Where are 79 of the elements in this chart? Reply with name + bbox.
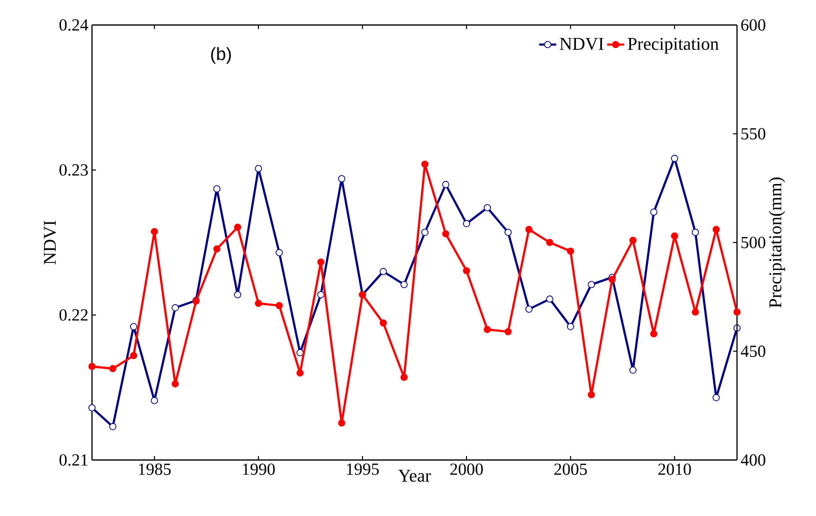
x-axis-title: Year <box>398 470 431 482</box>
point <box>629 236 637 244</box>
point <box>525 306 533 313</box>
point <box>671 232 678 240</box>
point <box>588 391 595 398</box>
point <box>213 245 220 253</box>
point <box>150 228 158 236</box>
point <box>608 276 616 284</box>
point <box>462 220 470 228</box>
point <box>109 365 116 372</box>
point <box>380 319 387 327</box>
y2-tick-label: 400 <box>740 454 766 466</box>
y2-tick-label: 500 <box>742 236 766 248</box>
y-tick-label: 0.24 <box>59 19 88 31</box>
point <box>296 349 304 356</box>
point <box>692 308 699 316</box>
point <box>546 238 554 246</box>
point <box>671 154 678 162</box>
y-tick-label: 0.23 <box>59 164 88 176</box>
point <box>566 248 574 255</box>
point <box>317 291 324 298</box>
point <box>400 374 408 381</box>
point <box>172 304 179 312</box>
point <box>484 204 491 212</box>
point <box>172 380 179 388</box>
point <box>317 258 324 266</box>
point <box>712 394 720 402</box>
point <box>234 291 242 298</box>
annotation: (b) <box>211 47 231 64</box>
point <box>234 224 242 231</box>
point <box>213 185 220 192</box>
point <box>712 226 720 234</box>
legend-label: Precipitation <box>628 38 719 54</box>
point <box>442 230 450 238</box>
point <box>692 228 699 236</box>
y-axis-title: NDVI <box>44 220 56 264</box>
x-tick-label: 2000 <box>450 464 483 475</box>
y2-axis-title: Precipitation(mm) <box>768 178 786 308</box>
x-tick-label: 1995 <box>347 464 379 475</box>
y-tick-label: 0.22 <box>59 309 88 321</box>
point <box>296 369 304 377</box>
point <box>462 267 470 274</box>
point <box>442 180 450 188</box>
point <box>525 226 533 234</box>
x-tick-label: 2005 <box>554 464 587 475</box>
point <box>400 280 408 288</box>
point <box>484 326 491 334</box>
point <box>88 404 96 412</box>
legend-label: NDVI <box>560 38 604 50</box>
y2-tick-label: 600 <box>741 19 766 31</box>
point <box>650 208 658 216</box>
point <box>109 423 116 430</box>
point <box>421 228 428 236</box>
point <box>566 323 574 330</box>
point <box>88 362 96 370</box>
point <box>276 302 283 310</box>
y2-tick-label: 550 <box>742 128 766 140</box>
point <box>733 308 741 316</box>
point <box>629 366 637 374</box>
point <box>504 228 512 236</box>
point <box>130 352 138 360</box>
point <box>546 295 554 303</box>
point <box>504 328 512 336</box>
point <box>380 268 387 276</box>
y-tick-label: 0.21 <box>59 454 88 466</box>
x-tick-label: 2010 <box>658 464 691 475</box>
x-tick-label: 1985 <box>138 464 171 475</box>
point <box>338 419 346 427</box>
point <box>150 396 158 404</box>
point <box>650 330 658 338</box>
y2-tick-label: 450 <box>740 346 766 357</box>
point <box>338 175 346 182</box>
point <box>421 160 428 168</box>
point <box>588 280 595 288</box>
point <box>254 164 262 172</box>
point <box>130 323 138 330</box>
x-tick-label: 1990 <box>243 464 275 475</box>
point <box>276 249 283 256</box>
point <box>254 300 262 307</box>
